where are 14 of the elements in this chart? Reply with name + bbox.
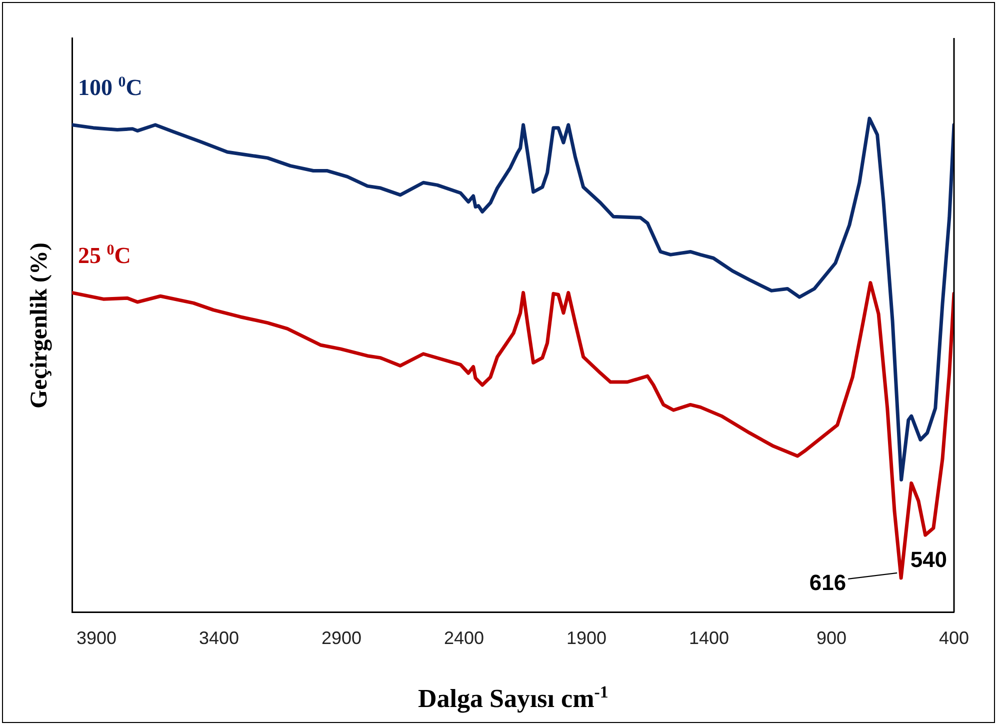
x-tick-label: 1400 xyxy=(688,628,730,648)
series-label: 25 $^{0}$C xyxy=(78,242,131,269)
x-tick-label: 3400 xyxy=(198,628,240,648)
x-tick-label: 2900 xyxy=(321,628,362,648)
annotation: 540 xyxy=(910,547,948,572)
x-tick-label: 900 xyxy=(816,628,847,648)
annotation: 616 xyxy=(809,570,846,596)
x-tick-label: 2400 xyxy=(444,628,484,648)
series-label: 100 $^{0}$C xyxy=(78,74,142,101)
x-tick-label: 400 xyxy=(938,628,970,648)
x-tick-label: 1900 xyxy=(566,628,607,648)
y-axis-title: Geçirgenlik (%) xyxy=(26,242,54,408)
x-axis-title: Dalga Sayısı cm$^{-1}$ xyxy=(418,682,608,714)
x-tick-label: 3900 xyxy=(76,628,117,648)
